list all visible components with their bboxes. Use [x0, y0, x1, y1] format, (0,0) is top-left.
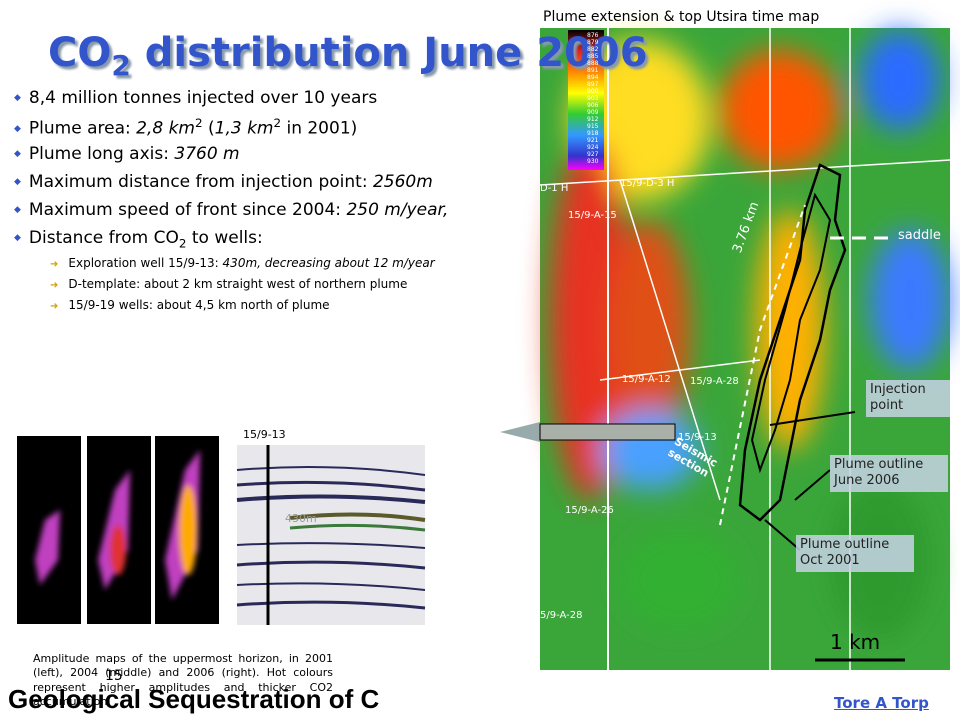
colorbar-label: 885 [587, 53, 599, 60]
text-run: 8,4 million tonnes injected over 10 year… [28, 88, 378, 108]
injection-label: Injection point [866, 380, 950, 417]
colorbar-label: 903 [587, 95, 599, 102]
well-label: 15/9-A-26 [565, 505, 614, 516]
seismic-section [236, 445, 426, 625]
well-label: 15/9-A-28 [690, 376, 739, 387]
colorbar-label: 927 [587, 151, 599, 158]
text-run: CO [48, 30, 112, 76]
outline-2001-label: Plume outline Oct 2001 [796, 535, 914, 572]
bullet: Plume long axis: 3760 m [14, 144, 240, 164]
text-run: Plume area: [28, 118, 137, 139]
seismic-distance: 430m [285, 512, 317, 525]
sub-bullet: 15/9-19 wells: about 4,5 km north of plu… [50, 298, 330, 312]
text-run: 15/9-19 wells: about 4,5 km north of plu… [68, 298, 330, 312]
sub-bullet: Exploration well 15/9-13: 430m, decreasi… [50, 256, 435, 270]
text-run: ( [202, 118, 215, 139]
colorbar-label: 924 [587, 144, 599, 151]
text-run: D-template: about 2 km straight west of … [68, 277, 408, 291]
amplitude-maps [17, 436, 219, 624]
colorbar-label: 900 [587, 88, 599, 95]
text-run: 2 [178, 236, 187, 251]
colorbar-label: 912 [587, 116, 599, 123]
text-run: Plume long axis: [28, 144, 175, 164]
bullet: Maximum speed of front since 2004: 250 m… [14, 200, 448, 220]
text-run: distribution June 2006 [130, 30, 648, 76]
text-run: 2 [273, 116, 282, 130]
colorbar-label: 897 [587, 81, 599, 88]
footer-title: Geological Sequestration of C [8, 684, 380, 714]
text-run: to wells: [186, 228, 263, 248]
colorbar-label: 891 [587, 67, 599, 74]
scale-label: 1 km [830, 630, 881, 654]
colorbar-label: 921 [587, 137, 599, 144]
map-image [500, 28, 951, 670]
sub-bullet: D-template: about 2 km straight west of … [50, 277, 407, 291]
page-number: 15 [105, 668, 123, 684]
text-run: Distance from CO [28, 228, 179, 248]
bullet: 8,4 million tonnes injected over 10 year… [14, 88, 377, 108]
well-label: 5/9-A-28 [540, 610, 583, 621]
well-label: 15/9-A-15 [568, 210, 617, 221]
colorbar-label: 894 [587, 74, 599, 81]
seismic-well-label: 15/9-13 [243, 428, 286, 441]
bullet: Distance from CO2 to wells: [14, 228, 263, 250]
colorbar-label: 879 [587, 39, 599, 46]
colorbar-label: 909 [587, 109, 599, 116]
colorbar-label: 882 [587, 46, 599, 53]
text-run: 250 m/year, [346, 200, 449, 220]
text-run: Maximum distance from injection point: [28, 172, 373, 192]
well-label: 15/9-13 [678, 432, 717, 443]
well-label: D-1 H [540, 183, 569, 194]
text-run: 2 [111, 49, 131, 82]
text-run: 2 [195, 116, 203, 130]
colorbar-label: 876 [587, 32, 599, 39]
well-label: 15/9-D-3 H [620, 178, 675, 189]
text-run: 2,8 km [136, 118, 195, 139]
text-run: in 2001) [281, 118, 358, 139]
outline-2006-label: Plume outline June 2006 [830, 455, 948, 492]
colorbar-label: 918 [587, 130, 599, 137]
caption: Amplitude maps of the uppermost horizon,… [33, 652, 333, 708]
slide-title: CO2 distribution June 2006 [48, 30, 648, 82]
text-run: 1,3 km [214, 118, 274, 139]
author[interactable]: Tore A Torp [834, 694, 929, 712]
bullet: Plume area: 2,8 km2 (1,3 km2 in 2001) [14, 116, 357, 139]
colorbar-label: 888 [587, 60, 599, 67]
colorbar-label: 906 [587, 102, 599, 109]
bullet: Maximum distance from injection point: 2… [14, 172, 433, 192]
text-run: Exploration well 15/9-13: [68, 256, 223, 270]
well-label: 15/9-A-12 [622, 374, 671, 385]
text-run: 3760 m [174, 144, 240, 164]
colorbar-label: 930 [587, 158, 599, 165]
map-heading: Plume extension & top Utsira time map [543, 9, 820, 25]
text-run: 430m, decreasing about 12 m/year [222, 256, 435, 270]
text-run: 2560m [372, 172, 433, 192]
colorbar-label: 915 [587, 123, 599, 130]
text-run: Maximum speed of front since 2004: [28, 200, 347, 220]
saddle-label: saddle [898, 228, 941, 243]
